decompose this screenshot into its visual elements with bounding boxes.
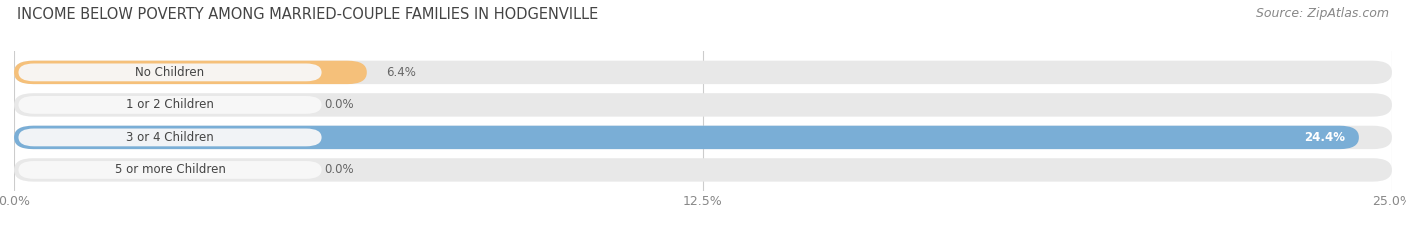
Text: Source: ZipAtlas.com: Source: ZipAtlas.com [1256, 7, 1389, 20]
FancyBboxPatch shape [18, 129, 322, 146]
FancyBboxPatch shape [18, 161, 322, 179]
Text: INCOME BELOW POVERTY AMONG MARRIED-COUPLE FAMILIES IN HODGENVILLE: INCOME BELOW POVERTY AMONG MARRIED-COUPL… [17, 7, 598, 22]
FancyBboxPatch shape [18, 96, 322, 114]
Text: 0.0%: 0.0% [325, 163, 354, 176]
Text: 3 or 4 Children: 3 or 4 Children [127, 131, 214, 144]
Text: 24.4%: 24.4% [1305, 131, 1346, 144]
Text: 5 or more Children: 5 or more Children [115, 163, 225, 176]
FancyBboxPatch shape [14, 126, 1358, 149]
Text: 6.4%: 6.4% [387, 66, 416, 79]
FancyBboxPatch shape [14, 61, 1392, 84]
Text: No Children: No Children [135, 66, 205, 79]
Text: 0.0%: 0.0% [325, 98, 354, 111]
Text: 1 or 2 Children: 1 or 2 Children [127, 98, 214, 111]
FancyBboxPatch shape [14, 126, 1392, 149]
FancyBboxPatch shape [14, 93, 1392, 116]
FancyBboxPatch shape [18, 64, 322, 81]
FancyBboxPatch shape [14, 158, 1392, 182]
FancyBboxPatch shape [14, 61, 367, 84]
